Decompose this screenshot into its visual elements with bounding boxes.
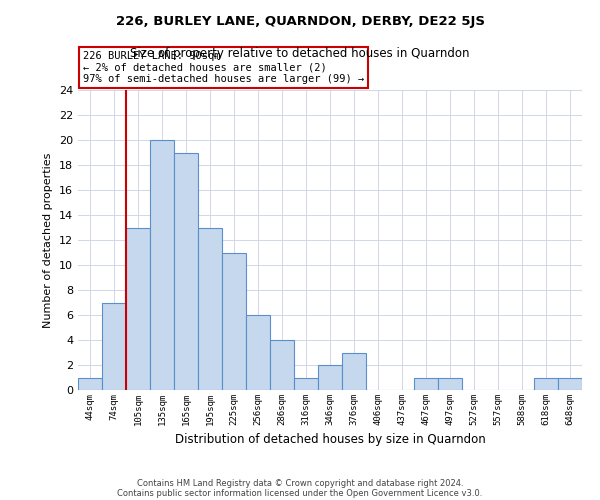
- Bar: [246, 315, 270, 390]
- Bar: [294, 378, 318, 390]
- Bar: [534, 378, 558, 390]
- X-axis label: Distribution of detached houses by size in Quarndon: Distribution of detached houses by size …: [175, 434, 485, 446]
- Text: 226, BURLEY LANE, QUARNDON, DERBY, DE22 5JS: 226, BURLEY LANE, QUARNDON, DERBY, DE22 …: [115, 15, 485, 28]
- Bar: [102, 302, 126, 390]
- Y-axis label: Number of detached properties: Number of detached properties: [43, 152, 53, 328]
- Bar: [78, 378, 102, 390]
- Bar: [558, 378, 582, 390]
- Bar: [270, 340, 294, 390]
- Text: 226 BURLEY LANE: 90sqm
← 2% of detached houses are smaller (2)
97% of semi-detac: 226 BURLEY LANE: 90sqm ← 2% of detached …: [83, 51, 364, 84]
- Bar: [414, 378, 438, 390]
- Bar: [438, 378, 462, 390]
- Bar: [126, 228, 150, 390]
- Text: Size of property relative to detached houses in Quarndon: Size of property relative to detached ho…: [130, 48, 470, 60]
- Bar: [318, 365, 342, 390]
- Bar: [342, 352, 366, 390]
- Text: Contains public sector information licensed under the Open Government Licence v3: Contains public sector information licen…: [118, 488, 482, 498]
- Bar: [174, 152, 198, 390]
- Bar: [150, 140, 174, 390]
- Bar: [198, 228, 222, 390]
- Text: Contains HM Land Registry data © Crown copyright and database right 2024.: Contains HM Land Registry data © Crown c…: [137, 478, 463, 488]
- Bar: [222, 252, 246, 390]
